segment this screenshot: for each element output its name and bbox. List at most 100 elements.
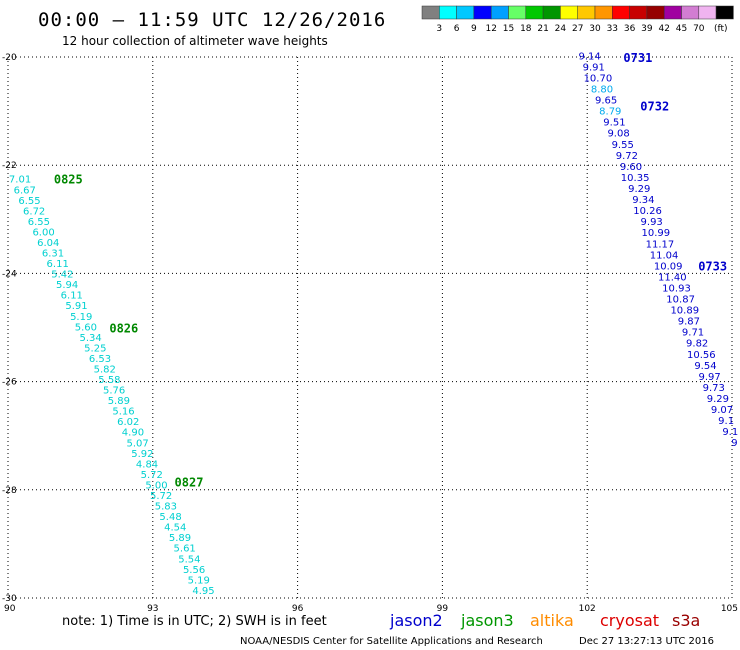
data-label: 11.04	[650, 250, 679, 261]
legend-swatch	[490, 5, 509, 20]
pass-time-label: 0732	[640, 100, 669, 114]
data-label: 5.42	[51, 270, 73, 281]
data-label: 5.25	[84, 343, 106, 354]
legend-swatch	[715, 5, 734, 20]
legend-swatch	[560, 5, 578, 20]
y-tick-label: -30	[2, 594, 17, 604]
data-label: 5.48	[159, 512, 181, 523]
data-label: 11.17	[646, 239, 675, 250]
pass-time-label: 0733	[698, 259, 727, 273]
legend-tick-label: 21	[537, 24, 548, 34]
data-label: 5.76	[103, 386, 125, 397]
data-label: 9.60	[620, 162, 642, 173]
pass-time-label: 0827	[175, 476, 204, 490]
data-label: 9.14	[578, 51, 600, 62]
data-label: 5.94	[56, 280, 78, 291]
pass-time-label: 0731	[623, 51, 652, 65]
data-label: 9.93	[641, 217, 663, 228]
data-label: 9.73	[703, 383, 725, 394]
legend-swatch	[594, 5, 613, 20]
data-label: 5.83	[155, 502, 177, 513]
data-label: 9.29	[707, 394, 729, 405]
data-label: 4.54	[164, 523, 186, 534]
data-label: 10.93	[662, 283, 691, 294]
data-label: 4.95	[192, 586, 214, 597]
data-label: 6.11	[47, 259, 69, 270]
legend-swatch	[646, 5, 665, 20]
data-label: 5.07	[127, 438, 149, 449]
data-label: 6.53	[89, 354, 111, 365]
data-label: 9.91	[583, 62, 605, 73]
x-tick-label: 102	[579, 604, 596, 614]
data-label: 5.00	[145, 480, 167, 491]
data-marks: 9.149.9110.708.809.658.799.519.089.559.7…	[9, 51, 738, 597]
legend-tick-label: 6	[454, 24, 460, 34]
data-label: 9.72	[616, 151, 638, 162]
legend-swatch	[508, 5, 527, 20]
legend-tick-label: 33	[607, 24, 618, 34]
data-label: 10.70	[584, 73, 613, 84]
data-label: 5.89	[169, 533, 191, 544]
data-label: 9.51	[603, 118, 625, 129]
data-label: 9.87	[678, 317, 700, 328]
pass-time-label: 0826	[109, 322, 138, 336]
data-label: 5.91	[65, 301, 87, 312]
chart-subtitle: 12 hour collection of altimeter wave hei…	[62, 34, 328, 48]
legend-tick-label: 27	[572, 24, 583, 34]
pass-time-label: 0825	[54, 173, 83, 187]
y-tick-label: -28	[2, 486, 17, 496]
legend-tick-label: 9	[471, 24, 477, 34]
legend-swatch	[612, 5, 630, 20]
data-label: 5.58	[98, 375, 120, 386]
data-label: 9.07	[711, 405, 733, 416]
x-tick-label: 105	[721, 604, 738, 614]
data-label: 6.00	[32, 227, 54, 238]
data-label: 9	[731, 438, 737, 449]
data-label: 6.72	[23, 206, 45, 217]
satellite-legend-cryosat: cryosat	[600, 611, 659, 630]
data-label: 6.55	[28, 217, 50, 228]
data-label: 5.89	[108, 396, 130, 407]
legend-tick-label: 15	[503, 24, 514, 34]
legend-tick-label: 70	[693, 24, 705, 34]
data-label: 8.80	[591, 85, 613, 96]
data-label: 5.34	[79, 333, 101, 344]
data-label: 11.40	[658, 272, 687, 283]
data-label: 5.54	[178, 554, 200, 565]
legend-tick-label: 24	[555, 24, 567, 34]
data-label: 5.61	[174, 544, 196, 555]
y-tick-label: -24	[2, 269, 17, 279]
x-tick-label: 90	[4, 604, 16, 614]
plot-grid	[7, 56, 733, 599]
data-label: 6.55	[18, 196, 40, 207]
x-tick-label: 93	[147, 604, 158, 614]
data-label: 9.1	[722, 427, 738, 438]
data-label: 10.89	[670, 306, 699, 317]
data-label: 10.26	[633, 206, 662, 217]
color-scale-legend: 3 6 9 12 15 18 21 24 27 30 33 36 39 42 45 70	[421, 5, 734, 34]
legend-swatch	[525, 5, 544, 20]
data-label: 9.82	[686, 339, 708, 350]
data-label: 5.19	[70, 312, 92, 323]
data-label: 10.35	[621, 173, 650, 184]
satellite-legend-altika: altika	[530, 611, 574, 630]
data-label: 9.34	[632, 195, 654, 206]
y-tick-label: -20	[2, 53, 17, 63]
data-label: 4.90	[122, 428, 144, 439]
legend-swatch	[629, 5, 648, 20]
legend-unit-label: (ft)	[714, 24, 728, 34]
data-label: 9.55	[612, 140, 634, 151]
data-label: 6.11	[61, 291, 83, 302]
data-label: 6.02	[117, 417, 139, 428]
legend-swatch	[542, 5, 561, 20]
chart-title: 00:00 – 11:59 UTC 12/26/2016	[38, 9, 386, 31]
legend-tick-label: 36	[624, 24, 636, 34]
legend-tick-label: 30	[589, 24, 601, 34]
data-label: 9.71	[682, 328, 704, 339]
legend-tick-label: 42	[658, 24, 669, 34]
legend-swatch	[577, 5, 596, 20]
data-label: 5.16	[112, 407, 134, 418]
legend-tick-label: 12	[485, 24, 496, 34]
data-label: 6.67	[14, 185, 36, 196]
